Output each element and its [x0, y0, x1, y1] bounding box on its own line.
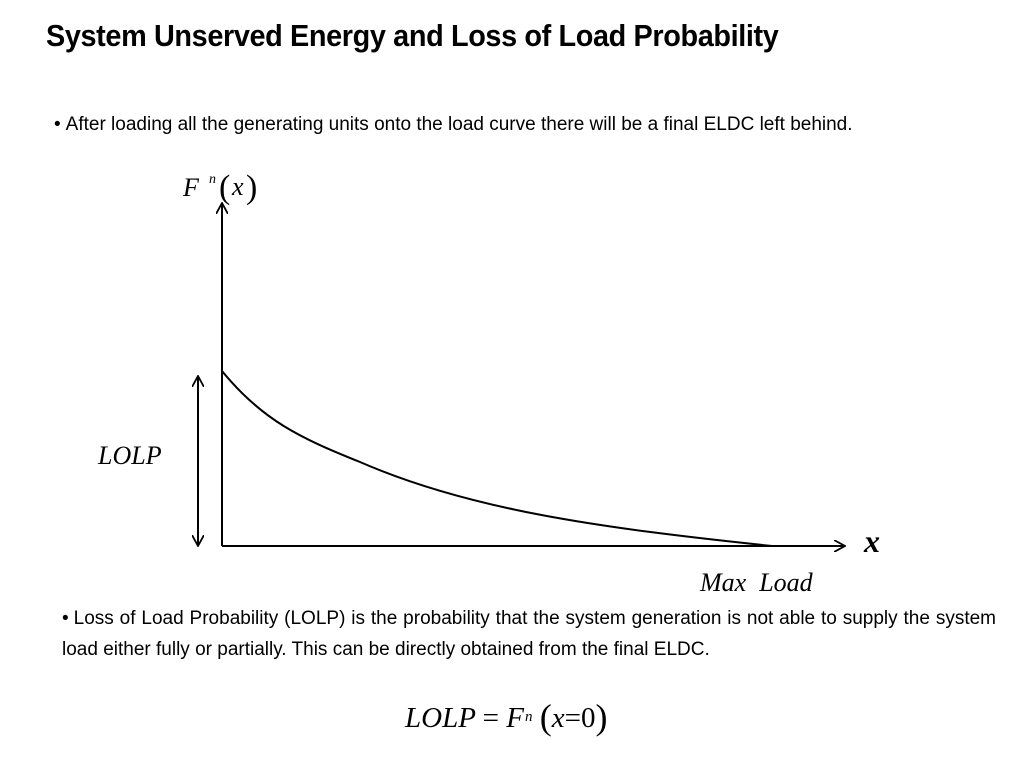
bullet-lolp: • Loss of Load Probability (LOLP) is the …: [62, 603, 996, 665]
y-axis-label-sup: n: [209, 172, 216, 187]
bullet-eldc: • After loading all the generating units …: [54, 110, 974, 140]
formula-eq2: =: [564, 702, 581, 734]
formula-equals: =: [482, 702, 499, 734]
bullet-eldc-text: After loading all the generating units o…: [65, 114, 853, 135]
lolp-label: LOLP: [97, 441, 162, 470]
y-axis-label-paren-open: (: [219, 169, 230, 206]
formula-paren-close: ): [595, 697, 608, 737]
max-load-label: Max Load: [699, 568, 814, 597]
formula-zero: 0: [580, 702, 596, 734]
bullet-dot: •: [54, 114, 61, 135]
formula-paren-open: (: [539, 697, 552, 737]
y-axis-label-paren-close: ): [246, 169, 257, 206]
bullet-dot: •: [62, 608, 69, 629]
page-title: System Unserved Energy and Loss of Load …: [46, 18, 779, 53]
formula-lhs: LOLP: [405, 702, 476, 734]
bullet-lolp-text: Loss of Load Probability (LOLP) is the p…: [62, 608, 996, 660]
eldc-curve: [221, 370, 773, 547]
formula-sup: n: [524, 709, 533, 725]
formula-base: F: [506, 702, 524, 734]
y-axis-label-arg: x: [231, 172, 244, 201]
x-axis-label: x: [863, 523, 880, 559]
lolp-formula: LOLP = Fn (x=0): [405, 694, 608, 737]
formula-arg: x: [551, 702, 565, 734]
y-axis-label: F: [182, 173, 200, 202]
